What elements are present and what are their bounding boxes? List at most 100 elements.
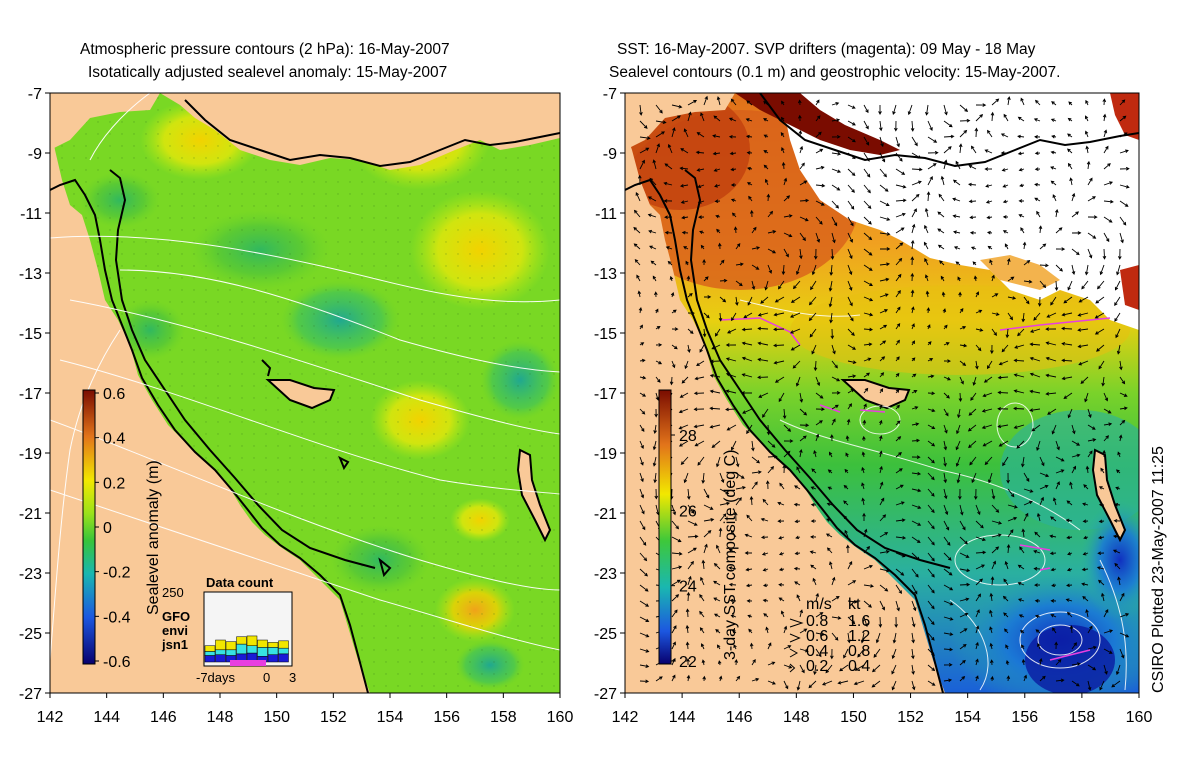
velocity-arrow: [1005, 328, 1010, 339]
velocity-arrow: [895, 372, 900, 378]
velocity-arrow: [1017, 151, 1025, 156]
velocity-arrow: [975, 309, 983, 314]
velocity-arrow: [647, 213, 657, 218]
velocity-arrow: [1103, 629, 1114, 634]
velocity-arrow: [783, 248, 789, 258]
y-tick-label: -13: [19, 266, 42, 283]
velocity-arrow: [1055, 481, 1060, 490]
velocity-arrow: [680, 148, 689, 154]
velocity-arrow: [927, 488, 935, 497]
velocity-arrow: [1096, 566, 1105, 570]
velocity-arrow: [1103, 435, 1110, 442]
velocity-arrow: [1119, 376, 1126, 385]
velocity-arrow: [989, 259, 993, 266]
velocity-arrow: [911, 306, 915, 314]
velocity-arrow: [701, 559, 706, 570]
data-count-bar-segment: [278, 640, 289, 649]
velocity-arrow: [700, 576, 705, 586]
velocity-arrow: [830, 648, 834, 660]
velocity-arrow: [1050, 567, 1057, 572]
velocity-arrow: [639, 616, 650, 622]
velocity-arrow: [943, 632, 954, 636]
velocity-arrow: [927, 456, 935, 464]
velocity-arrow: [943, 472, 948, 484]
velocity-arrow: [639, 324, 643, 330]
velocity-arrow: [655, 376, 661, 383]
left-pressure-contours: [50, 93, 560, 661]
velocity-arrow: [746, 150, 753, 155]
velocity-arrow: [703, 312, 710, 319]
velocity-arrow: [847, 616, 856, 625]
velocity-arrow: [943, 134, 955, 139]
colorbar-tick-label: -0.2: [103, 565, 131, 582]
velocity-arrow: [715, 544, 721, 554]
velocity-arrow: [669, 376, 674, 386]
left-colorbar-label: Sealevel anomaly (m): [145, 460, 162, 615]
velocity-arrow: [680, 456, 689, 465]
velocity-arrow: [1066, 567, 1073, 572]
velocity-arrow: [1004, 628, 1009, 634]
velocity-arrow: [943, 408, 949, 417]
velocity-arrow: [991, 533, 1002, 538]
velocity-arrow: [815, 200, 825, 206]
velocity-arrow: [703, 517, 715, 522]
velocity-arrow: [943, 488, 948, 500]
velocity-arrow: [783, 625, 788, 634]
velocity-arrow: [1119, 166, 1130, 171]
velocity-arrow: [799, 648, 809, 653]
velocity-arrow: [927, 136, 938, 143]
velocity-arrow: [715, 456, 721, 468]
velocity-arrow: [927, 175, 933, 186]
velocity-arrow: [1023, 512, 1029, 522]
velocity-arrow: [863, 168, 871, 178]
velocity-arrow: [1119, 149, 1129, 154]
velocity-arrow: [1021, 644, 1025, 650]
velocity-arrow: [1081, 567, 1089, 572]
velocity-arrow: [1085, 608, 1089, 618]
y-tick-label: -21: [594, 506, 617, 523]
velocity-arrow: [1021, 528, 1026, 538]
velocity-arrow: [1087, 438, 1097, 442]
velocity-arrow: [828, 296, 833, 308]
velocity-arrow: [1018, 199, 1025, 203]
velocity-arrow: [910, 272, 915, 282]
velocity-arrow: [879, 216, 891, 221]
velocity-arrow: [1016, 440, 1025, 449]
velocity-arrow: [997, 390, 1009, 395]
velocity-arrow: [955, 456, 961, 467]
velocity-arrow: [847, 360, 857, 364]
velocity-arrow: [831, 632, 839, 641]
velocity-arrow: [790, 344, 801, 351]
velocity-arrow: [741, 391, 753, 395]
velocity-arrow: [773, 360, 785, 365]
velocity-arrow: [998, 360, 1009, 366]
velocity-arrow: [1045, 327, 1057, 331]
velocity-arrow: [652, 159, 657, 170]
velocity-arrow: [937, 211, 945, 218]
velocity-arrow: [847, 580, 857, 586]
velocity-arrow: [831, 184, 841, 191]
velocity-arrow: [826, 502, 833, 507]
velocity-arrow: [1101, 376, 1105, 387]
velocity-arrow: [975, 360, 979, 370]
velocity-arrow: [1081, 280, 1089, 290]
velocity-arrow: [751, 481, 758, 490]
velocity-arrow: [847, 184, 855, 193]
y-tick-label: -25: [594, 626, 617, 643]
velocity-arrow: [879, 340, 887, 346]
velocity-arrow: [760, 296, 769, 304]
data-count-legend-GFO: GFO: [162, 609, 190, 624]
velocity-arrow: [843, 515, 849, 522]
velocity-arrow: [639, 504, 645, 515]
velocity-arrow: [879, 309, 889, 314]
velocity-arrow: [862, 419, 867, 426]
velocity-arrow: [863, 264, 873, 271]
velocity-arrow: [910, 120, 915, 132]
velocity-arrow: [1086, 160, 1091, 170]
velocity-arrow: [714, 199, 721, 204]
velocity-arrow: [991, 312, 1000, 316]
y-tick-label: -23: [19, 566, 42, 583]
data-count-bar-segment: [225, 641, 237, 651]
velocity-arrow: [927, 324, 931, 330]
velocity-arrow: [687, 344, 691, 353]
